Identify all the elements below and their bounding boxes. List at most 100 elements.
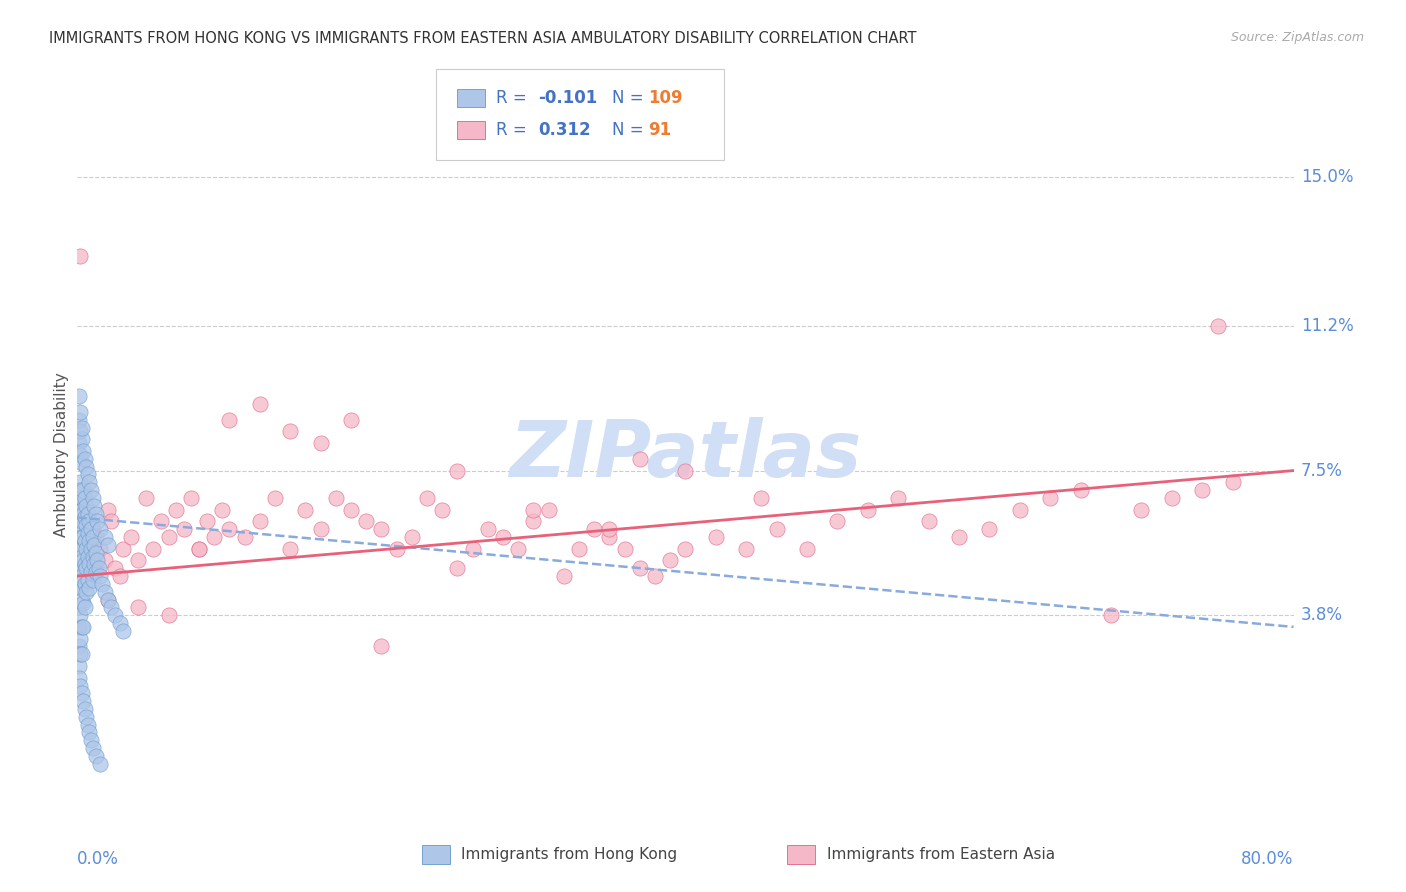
Point — [89, 522, 111, 536]
Point — [75, 518, 97, 533]
Point — [522, 502, 544, 516]
Point — [67, 530, 90, 544]
Text: 80.0%: 80.0% — [1241, 850, 1294, 868]
Point — [82, 741, 104, 756]
Point — [416, 491, 439, 505]
Point — [73, 510, 96, 524]
Point — [249, 514, 271, 528]
Point — [340, 413, 363, 427]
Point — [69, 249, 91, 263]
Point — [70, 502, 93, 516]
Point — [195, 514, 218, 528]
Point — [765, 522, 787, 536]
Point — [73, 451, 96, 466]
Point — [70, 549, 93, 564]
Point — [508, 541, 530, 556]
Point — [704, 530, 727, 544]
Point — [73, 530, 96, 544]
Text: 3.8%: 3.8% — [1301, 607, 1343, 624]
Point — [165, 502, 187, 516]
Point — [75, 541, 97, 556]
Point — [67, 620, 90, 634]
Point — [84, 565, 107, 579]
Point — [89, 541, 111, 556]
Point — [70, 420, 93, 434]
Text: 15.0%: 15.0% — [1301, 169, 1354, 186]
Point — [69, 679, 91, 693]
Point — [751, 491, 773, 505]
Point — [77, 717, 100, 731]
Point — [67, 541, 90, 556]
Point — [73, 491, 96, 505]
Point — [104, 561, 127, 575]
Point — [67, 581, 90, 595]
Point — [100, 600, 122, 615]
Text: ZIPatlas: ZIPatlas — [509, 417, 862, 493]
Point — [401, 530, 423, 544]
Point — [188, 541, 211, 556]
Point — [80, 565, 103, 579]
Point — [86, 553, 108, 567]
Point — [72, 573, 94, 587]
Text: R =: R = — [496, 121, 533, 139]
Point — [553, 569, 575, 583]
Point — [385, 541, 408, 556]
Point — [86, 514, 108, 528]
Point — [87, 561, 110, 575]
Point — [735, 541, 758, 556]
Point — [149, 514, 172, 528]
Point — [856, 502, 879, 516]
Point — [79, 725, 101, 739]
Point — [1130, 502, 1153, 516]
Point — [180, 491, 202, 505]
Text: R =: R = — [496, 89, 533, 107]
Point — [69, 405, 91, 419]
Point — [97, 538, 120, 552]
Point — [69, 448, 91, 462]
Point — [309, 436, 332, 450]
Point — [82, 522, 104, 536]
Point — [70, 432, 93, 446]
Point — [1222, 475, 1244, 490]
Point — [67, 413, 90, 427]
Point — [84, 546, 107, 560]
Point — [111, 541, 134, 556]
Point — [77, 526, 100, 541]
Point — [69, 608, 91, 623]
Point — [1099, 608, 1122, 623]
Point — [67, 389, 90, 403]
Point — [108, 615, 131, 630]
Point — [90, 577, 112, 591]
Point — [82, 549, 104, 564]
Point — [354, 514, 377, 528]
Point — [77, 467, 100, 482]
Point — [77, 573, 100, 587]
Point — [69, 425, 91, 439]
Point — [83, 538, 105, 552]
Text: -0.101: -0.101 — [538, 89, 598, 107]
Point — [340, 502, 363, 516]
Point — [73, 600, 96, 615]
Point — [1191, 483, 1213, 497]
Point — [89, 756, 111, 771]
Point — [430, 502, 453, 516]
Point — [73, 702, 96, 716]
Point — [79, 533, 101, 548]
Point — [796, 541, 818, 556]
Point — [70, 620, 93, 634]
Point — [568, 541, 591, 556]
Point — [675, 464, 697, 478]
Point — [157, 608, 180, 623]
Point — [233, 530, 256, 544]
Point — [477, 522, 499, 536]
Point — [1008, 502, 1031, 516]
Point — [80, 483, 103, 497]
Point — [69, 522, 91, 536]
Point — [72, 553, 94, 567]
Text: N =: N = — [612, 89, 648, 107]
Text: 91: 91 — [648, 121, 671, 139]
Point — [142, 541, 165, 556]
Text: Immigrants from Hong Kong: Immigrants from Hong Kong — [461, 847, 678, 862]
Point — [93, 530, 115, 544]
Point — [84, 507, 107, 521]
